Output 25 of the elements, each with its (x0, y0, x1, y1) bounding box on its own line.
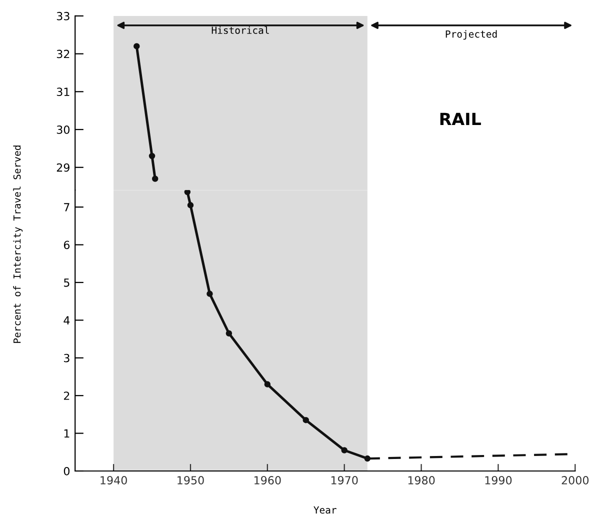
y-tick-label: 32 (56, 50, 70, 58)
band-label: Historical (212, 26, 269, 34)
y-tick-label: 0 (64, 466, 70, 476)
y-tick-label: 3 (64, 354, 70, 362)
y-tick-label: 33 (56, 12, 70, 20)
x-tick-label: 1970 (331, 476, 358, 484)
y-axis-title: Percent of Intercity Travel Served (13, 146, 23, 343)
x-tick-label: 1950 (178, 476, 204, 484)
y-tick-label: 6 (64, 240, 70, 250)
x-tick-label: 2000 (562, 476, 589, 484)
x-tick-label: 1940 (100, 476, 127, 484)
y-tick-label: 1 (64, 429, 70, 438)
annotation: RAIL (440, 112, 481, 126)
x-tick-label: 1960 (254, 476, 281, 484)
y-tick-label: 31 (56, 88, 70, 96)
x-axis-title: Year (314, 506, 336, 514)
annotation: Projected (446, 30, 497, 40)
y-tick-label: 2 (64, 392, 70, 400)
y-tick-label: 5 (64, 278, 70, 287)
y-tick-label: 7 (64, 203, 70, 212)
y-tick-label: 30 (56, 125, 70, 134)
y-tick-label: 4 (64, 316, 70, 324)
y-tick-label: 29 (56, 163, 70, 172)
x-tick-label: 1980 (408, 476, 435, 484)
x-tick-label: 1990 (485, 476, 512, 484)
